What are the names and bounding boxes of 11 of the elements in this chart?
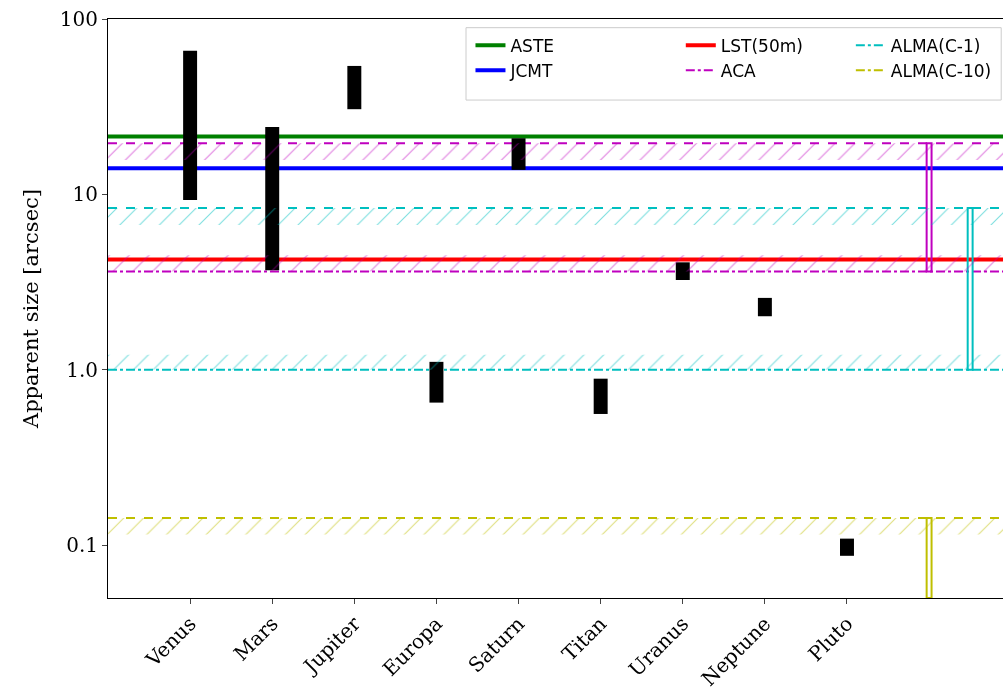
y-tick-label: 0.1 [66,533,98,558]
y-tick-label: 1.0 [66,357,98,382]
legend-label: JCMT [509,60,554,81]
y-axis-title: Apparent size [arcsec] [18,188,43,430]
legend-label: ALMA(C-1) [890,35,981,56]
legend-label: ASTE [510,35,555,56]
legend-label: ACA [720,60,756,81]
legend-label: LST(50m) [720,35,803,56]
y-tick-label: 100 [59,7,98,31]
text: ALMA(C-10) [890,60,992,81]
y-tick-label: 10 [72,182,98,207]
